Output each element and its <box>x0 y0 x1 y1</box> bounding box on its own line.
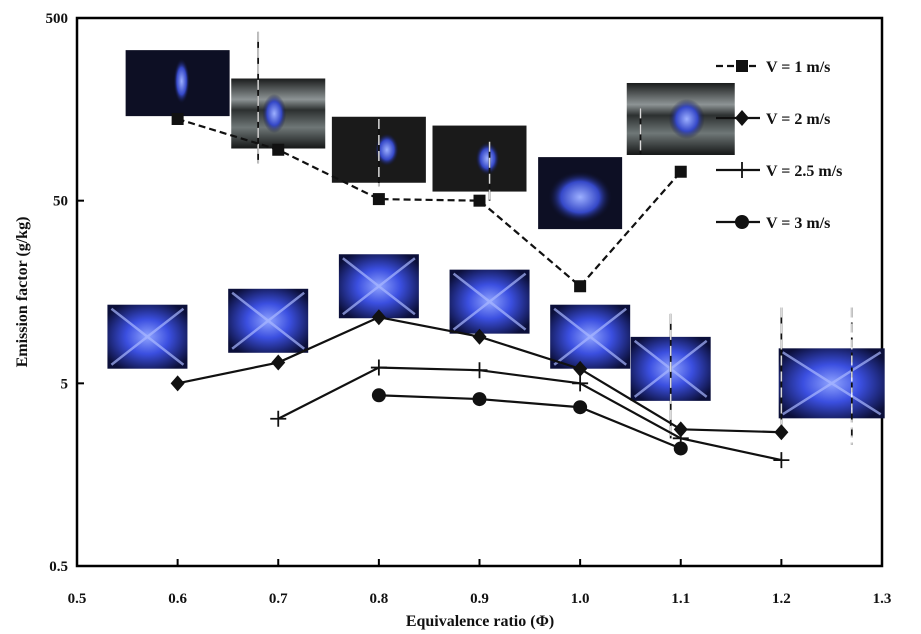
flame-photo <box>778 348 885 419</box>
legend: V = 1 m/s V = 2 m/s V = 2.5 m/s V = 3 m/s <box>716 59 842 232</box>
flame-glow <box>262 93 287 134</box>
marker-square <box>674 165 687 178</box>
marker-plus <box>734 162 750 178</box>
y-tick-label: 0.5 <box>49 559 68 575</box>
series-line <box>177 117 682 288</box>
legend-label: V = 3 m/s <box>766 215 830 232</box>
flame-glow <box>374 133 399 167</box>
flame-photo <box>125 50 230 117</box>
marker-square <box>272 143 285 156</box>
x-tick-label: 0.7 <box>269 591 288 607</box>
legend-label: V = 1 m/s <box>766 59 830 76</box>
marker-diamond <box>573 360 588 377</box>
flame-glow <box>475 142 500 176</box>
flame-cross <box>553 307 627 366</box>
flame-glow <box>173 58 190 104</box>
flame-photo <box>432 125 527 192</box>
y-axis-title: Emission factor (g/kg) <box>14 217 31 368</box>
marker-diamond <box>472 328 487 345</box>
marker-plus <box>471 362 488 379</box>
y-tick-label: 500 <box>46 11 69 27</box>
series-line <box>378 394 682 450</box>
flame-photo <box>338 254 419 319</box>
marker-diamond <box>271 354 286 371</box>
marker-diamond <box>371 309 386 326</box>
marker-circle <box>735 215 749 229</box>
y-tick-label: 50 <box>53 194 68 210</box>
x-tick-label: 0.6 <box>168 591 187 607</box>
legend-item: V = 2.5 m/s <box>716 162 842 180</box>
flame-photo <box>538 157 623 230</box>
marker-square <box>574 280 587 293</box>
marker-plus <box>370 359 387 376</box>
series-1 <box>171 112 687 293</box>
flame-cross <box>342 257 416 316</box>
flame-cross <box>231 291 305 350</box>
legend-item: V = 1 m/s <box>716 59 830 76</box>
legend-label: V = 2.5 m/s <box>766 163 842 180</box>
marker-plus <box>572 375 589 392</box>
x-tick-label: 1.0 <box>571 591 590 607</box>
flame-cross <box>782 351 882 416</box>
legend-label: V = 2 m/s <box>766 111 830 128</box>
x-tick-label: 0.9 <box>470 591 489 607</box>
series-4 <box>371 388 688 456</box>
marker-circle <box>673 441 688 456</box>
flame-photo <box>228 288 309 353</box>
flame-photo <box>550 304 631 369</box>
flame-glow <box>548 171 613 224</box>
x-axis-ticks: 0.5 0.6 0.7 0.8 0.9 1.0 1.1 1.2 1.3 <box>68 559 892 607</box>
marker-square <box>372 193 385 206</box>
series-layer <box>170 112 790 469</box>
marker-square <box>473 194 486 207</box>
marker-diamond <box>673 421 688 438</box>
series-3 <box>270 359 790 469</box>
flame-cross <box>452 272 527 331</box>
marker-plus <box>270 410 287 427</box>
marker-diamond <box>735 110 749 126</box>
x-tick-label: 0.5 <box>68 591 87 607</box>
series-2 <box>170 309 789 441</box>
x-tick-label: 0.8 <box>370 591 389 607</box>
x-tick-label: 1.2 <box>772 591 791 607</box>
y-tick-label: 5 <box>61 376 69 392</box>
y-axis-ticks: 0.5 5 50 500 <box>46 11 84 575</box>
x-tick-label: 1.1 <box>671 591 690 607</box>
flame-photos <box>107 31 885 445</box>
marker-square <box>171 112 184 125</box>
x-axis-title: Equivalence ratio (Φ) <box>406 613 554 630</box>
flame-glow <box>668 98 705 140</box>
marker-plus <box>773 452 790 469</box>
series-line <box>277 366 782 462</box>
marker-square <box>736 60 748 72</box>
flame-cross <box>110 307 185 366</box>
flame-photo <box>449 269 530 334</box>
flame-photo <box>107 304 188 369</box>
marker-circle <box>371 388 386 403</box>
marker-diamond <box>774 424 789 441</box>
marker-circle <box>472 392 487 407</box>
x-tick-label: 1.3 <box>873 591 892 607</box>
marker-circle <box>573 400 588 415</box>
flame-photo <box>231 78 326 149</box>
legend-item: V = 2 m/s <box>716 110 830 128</box>
legend-item: V = 3 m/s <box>716 215 830 232</box>
marker-diamond <box>170 375 185 392</box>
